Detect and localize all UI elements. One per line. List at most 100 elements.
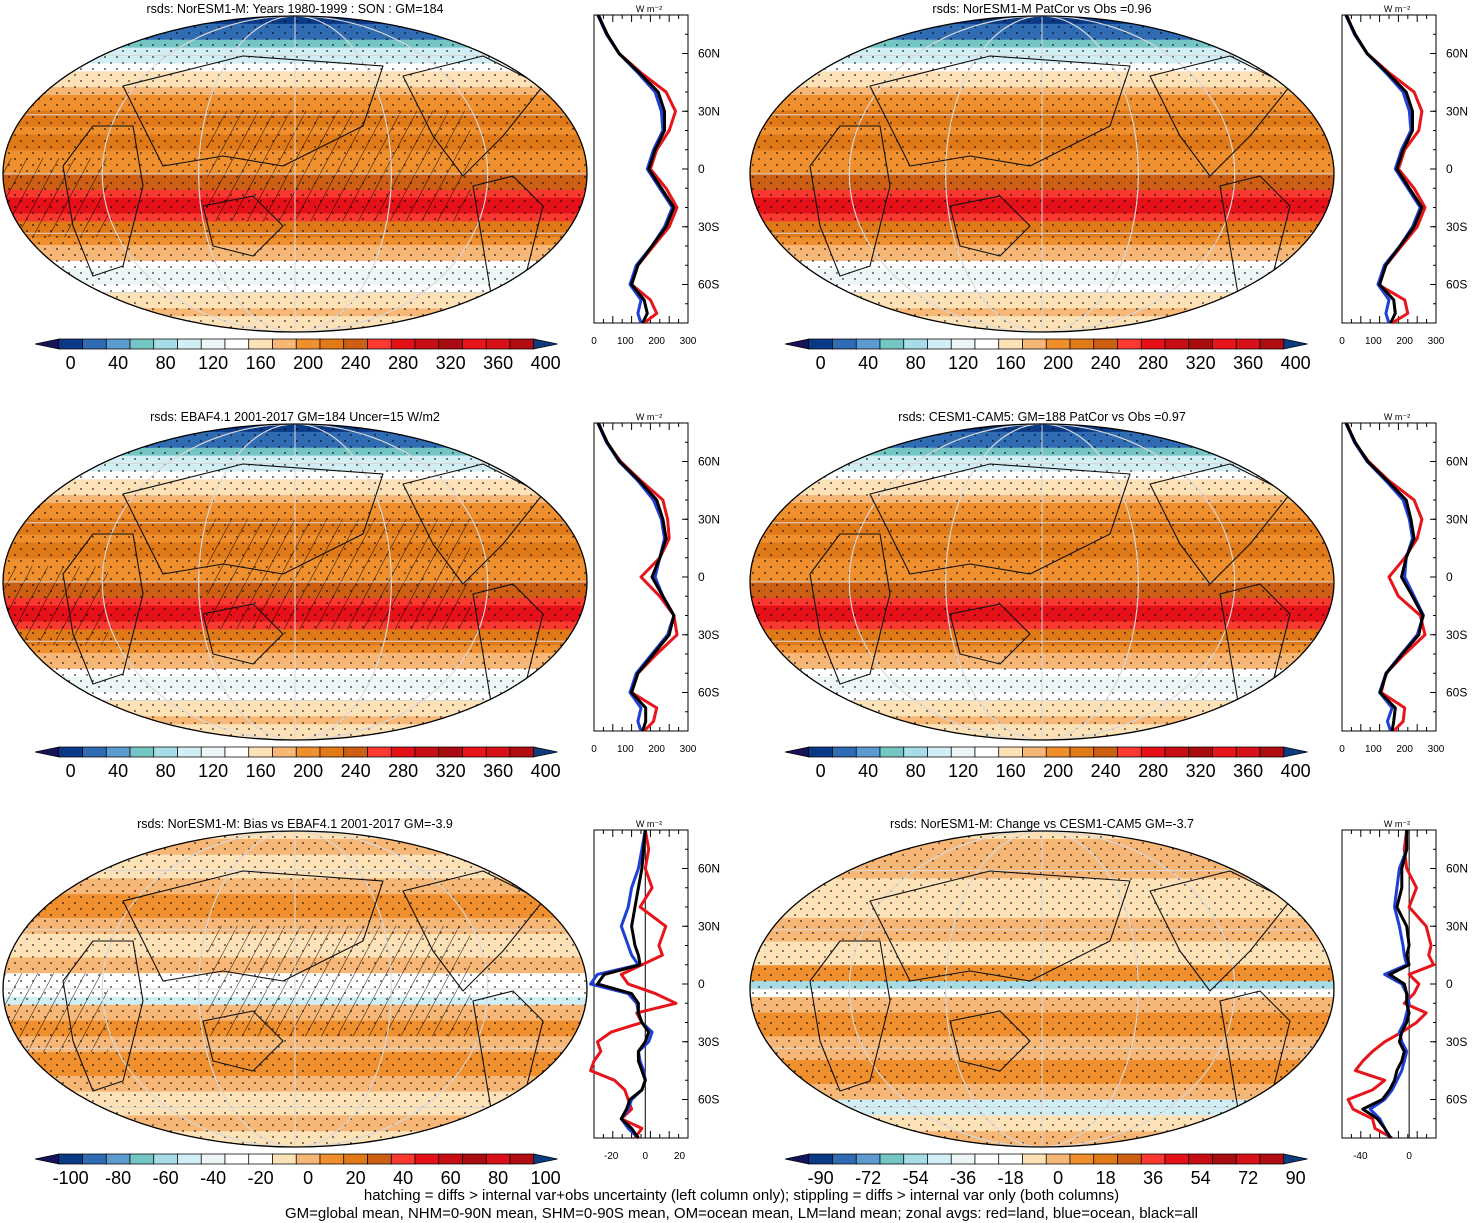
colorbar-cell xyxy=(903,1153,928,1165)
colorbar-tick-label: 120 xyxy=(948,353,978,373)
colorbar-tick-label: -54 xyxy=(903,1168,929,1188)
zonal-x-tick-label: 300 xyxy=(1428,336,1445,347)
zonal-lat-label: 30S xyxy=(1446,1035,1467,1049)
zonal-lat-label: 0 xyxy=(1446,162,1453,176)
zonal-unit-label: W m⁻² xyxy=(636,4,662,14)
colorbar-tick-label: 0 xyxy=(816,761,826,781)
colorbar-tick-label: 320 xyxy=(436,353,466,373)
zonal-unit-label: W m⁻² xyxy=(636,819,662,829)
colorbar-tick-label: -18 xyxy=(998,1168,1024,1188)
colorbar-tick-label: 80 xyxy=(906,353,926,373)
colorbar-cell xyxy=(1093,338,1118,350)
colorbar-tick-label: 320 xyxy=(1186,761,1216,781)
colorbar-tick-label: 200 xyxy=(1043,353,1073,373)
colorbar-cell xyxy=(1022,338,1047,350)
zonal-lat-label: 30N xyxy=(698,512,720,526)
colorbar-cell xyxy=(414,746,440,758)
panel-title: rsds: CESM1-CAM5: GM=188 PatCor vs Obs =… xyxy=(898,410,1186,424)
zonal-lat-label: 30S xyxy=(698,1035,719,1049)
colorbar-cell xyxy=(1283,1153,1308,1165)
zonal-series-all xyxy=(596,14,676,324)
colorbar-tick-label: 360 xyxy=(1233,353,1263,373)
zonal-lat-label: 60N xyxy=(698,862,720,876)
colorbar-tick-label: 280 xyxy=(388,761,418,781)
map-border xyxy=(2,15,588,333)
graticule-lon xyxy=(101,16,489,332)
zonal-lat-label: 0 xyxy=(698,162,705,176)
colorbar-cell xyxy=(272,1153,297,1165)
colorbar-cell xyxy=(784,338,810,350)
colorbar-cell xyxy=(1117,746,1142,758)
zonal-lat-label: 60S xyxy=(1446,686,1467,700)
colorbar-cell xyxy=(390,746,416,758)
colorbar-cell xyxy=(1093,746,1118,758)
colorbar-tick-label: 400 xyxy=(1281,761,1311,781)
colorbar: 0 40 80 120 160 200 240 280 320 360 400 xyxy=(34,338,561,373)
map-field xyxy=(3,424,587,740)
map-field xyxy=(750,16,1334,332)
zonal-unit-label: W m⁻² xyxy=(636,412,662,422)
zonal-lat-label: 30N xyxy=(1446,512,1468,526)
zonal-lat-label: 30S xyxy=(698,628,719,642)
colorbar-tick-label: 280 xyxy=(1138,353,1168,373)
colorbar-cell xyxy=(224,746,250,758)
zonal-lat-label: 30N xyxy=(1446,919,1468,933)
zonal-lat-label: 30N xyxy=(1446,104,1468,118)
zonal-frame xyxy=(593,14,689,324)
colorbar-tick-label: 80 xyxy=(156,353,176,373)
graticule-lon xyxy=(945,424,1139,740)
colorbar-cell xyxy=(414,1153,440,1165)
colorbar-cell xyxy=(224,338,250,350)
zonal-lat-label: 0 xyxy=(698,570,705,584)
colorbar-cell xyxy=(343,746,368,758)
zonal-x-tick-label: 300 xyxy=(680,336,697,347)
map-field xyxy=(3,16,587,332)
panel-6: rsds: NorESM1-M: Change vs CESM1-CAM5 GM… xyxy=(749,817,1468,1188)
colorbar-cell xyxy=(1164,338,1190,350)
zonal-x-tick-label: 0 xyxy=(1339,336,1345,347)
colorbar-cell xyxy=(82,338,107,350)
colorbar-tick-label: -72 xyxy=(855,1168,881,1188)
colorbar-tick-label: 360 xyxy=(483,761,513,781)
zonal-lat-label: 60N xyxy=(1446,47,1468,61)
colorbar-cell xyxy=(998,338,1023,350)
colorbar-tick-label: 200 xyxy=(293,353,323,373)
colorbar-cell xyxy=(1069,338,1095,350)
colorbar-tick-label: 0 xyxy=(66,353,76,373)
continent-outline xyxy=(402,55,544,177)
continent-outline xyxy=(1149,55,1291,177)
colorbar-tick-label: 120 xyxy=(198,761,228,781)
colorbar-cell xyxy=(509,746,535,758)
colorbar-cell xyxy=(855,338,881,350)
colorbar-cell xyxy=(1283,338,1308,350)
colorbar-tick-label: 40 xyxy=(858,353,878,373)
colorbar: 0 40 80 120 160 200 240 280 320 360 400 xyxy=(34,746,561,781)
panel-title: rsds: NorESM1-M PatCor vs Obs =0.96 xyxy=(932,2,1151,16)
colorbar-cell xyxy=(950,1153,976,1165)
zonal-unit-label: W m⁻² xyxy=(1384,412,1410,422)
colorbar-cell xyxy=(1235,746,1261,758)
continent-outline xyxy=(1149,870,1291,992)
colorbar-cell xyxy=(879,338,905,350)
colorbar-cell xyxy=(248,338,273,350)
colorbar-cell xyxy=(1022,1153,1047,1165)
graticule-lon xyxy=(198,424,392,740)
colorbar-cell xyxy=(950,746,976,758)
zonal-mean-plot: W m⁻² -20 0 20 60N 30N 0 30S 60S xyxy=(589,819,720,1162)
zonal-x-tick-label: 0 xyxy=(642,1151,648,1162)
colorbar-cell xyxy=(1022,746,1047,758)
colorbar-cell xyxy=(200,1153,226,1165)
zonal-x-tick-label: 20 xyxy=(674,1151,686,1162)
colorbar-cell xyxy=(224,1153,250,1165)
colorbar-tick-label: -36 xyxy=(950,1168,976,1188)
zonal-x-tick-label: 0 xyxy=(591,336,597,347)
colorbar-cell xyxy=(832,1153,857,1165)
panel-5: rsds: NorESM1-M: Bias vs EBAF4.1 2001-20… xyxy=(2,817,720,1188)
graticule-lon xyxy=(945,16,1139,332)
zonal-series-all xyxy=(1361,830,1411,1139)
colorbar-cell xyxy=(1069,1153,1095,1165)
colorbar-cell xyxy=(34,746,60,758)
colorbar-cell xyxy=(272,746,297,758)
panel-title: rsds: NorESM1-M: Bias vs EBAF4.1 2001-20… xyxy=(137,817,453,831)
